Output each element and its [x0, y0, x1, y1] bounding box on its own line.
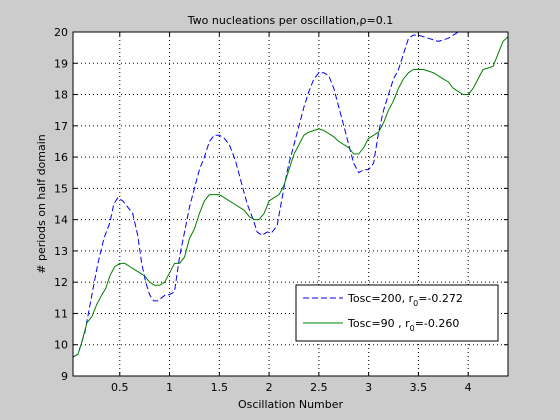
- x-axis-label: Oscillation Number: [238, 398, 344, 411]
- y-tick-label: 17: [54, 120, 68, 133]
- y-tick-label: 20: [54, 26, 68, 39]
- legend-label-tosc200: Tosc=200, r0=-0.272: [347, 292, 463, 308]
- series-line-tosc200: [72, 31, 508, 358]
- y-axis-label: # periods on half domain: [35, 134, 48, 274]
- grid-lines: [73, 32, 508, 376]
- y-tick-label: 11: [54, 307, 68, 320]
- y-tick-label: 14: [54, 214, 68, 227]
- y-tick-label: 9: [61, 370, 68, 383]
- legend-label-tosc90: Tosc=90 , r0=-0.260: [347, 317, 459, 333]
- x-tick-label: 1.5: [211, 381, 229, 394]
- y-tick-labels: 9 10 11 12 13 14 15 16 17 18 19 20: [54, 26, 68, 383]
- x-tick-label: 0.5: [111, 381, 129, 394]
- legend-label-tosc90-tail: =-0.260: [415, 317, 460, 330]
- series-line-tosc90: [72, 36, 509, 358]
- legend: Tosc=200, r0=-0.272 Tosc=90 , r0=-0.260: [295, 284, 499, 342]
- legend-label-tosc90-sub: 0: [410, 324, 415, 333]
- legend-label-tosc90-main: Tosc=90 , r: [347, 317, 410, 330]
- x-tick-label: 2: [266, 381, 273, 394]
- x-tick-label: 3.5: [410, 381, 428, 394]
- legend-label-tosc200-main: Tosc=200, r: [347, 292, 414, 305]
- x-tick-label: 3: [365, 381, 372, 394]
- axis-ticks: [73, 31, 508, 377]
- x-tick-labels: 0.5 1 1.5 2 2.5 3 3.5 4: [111, 381, 472, 394]
- y-tick-label: 10: [54, 339, 68, 352]
- x-tick-label: 4: [465, 381, 472, 394]
- x-tick-label: 1: [166, 381, 173, 394]
- x-tick-label: 2.5: [310, 381, 328, 394]
- chart-title: Two nucleations per oscillation,ρ=0.1: [187, 14, 393, 27]
- legend-box: [295, 284, 499, 342]
- y-tick-label: 19: [54, 57, 68, 70]
- y-tick-label: 16: [54, 151, 68, 164]
- legend-label-tosc200-tail: =-0.272: [418, 292, 463, 305]
- legend-label-tosc200-sub: 0: [413, 299, 418, 308]
- y-tick-label: 15: [54, 182, 68, 195]
- y-tick-label: 18: [54, 89, 68, 102]
- series-layer: [72, 31, 509, 358]
- y-tick-label: 13: [54, 245, 68, 258]
- y-tick-label: 12: [54, 276, 68, 289]
- plot-frame: [72, 31, 509, 377]
